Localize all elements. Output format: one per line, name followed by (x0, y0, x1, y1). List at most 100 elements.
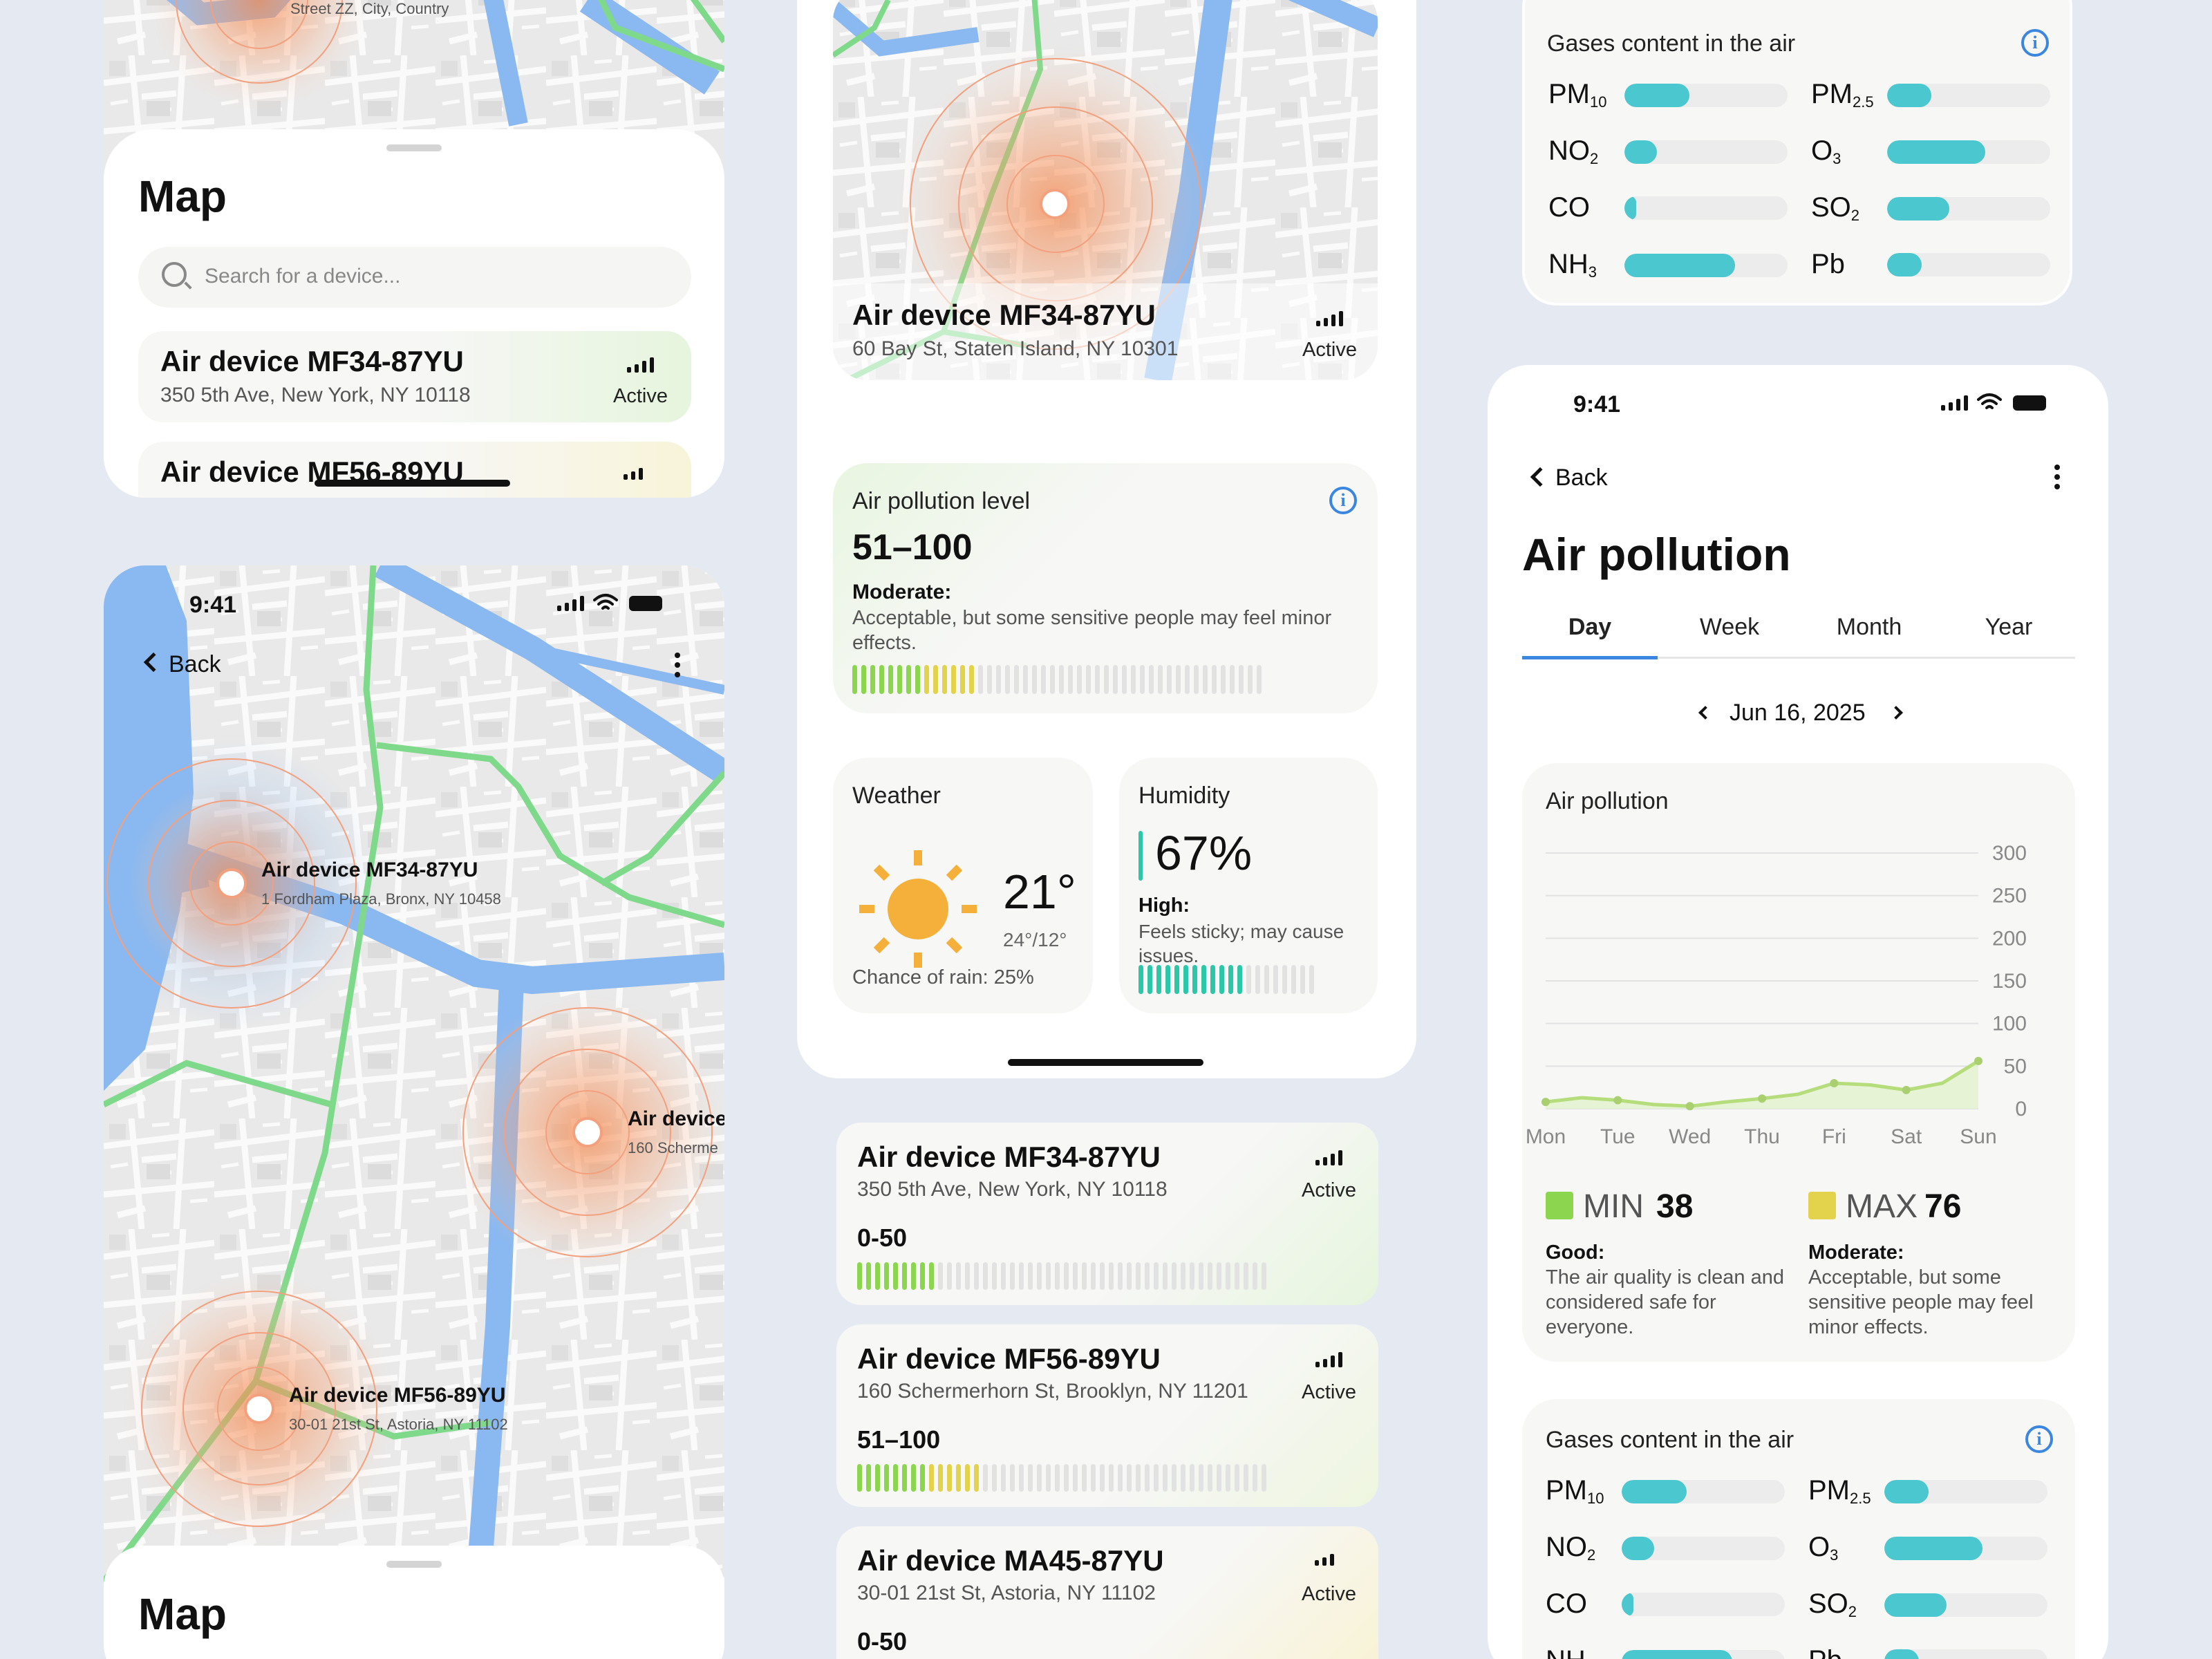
tab-week[interactable]: Week (1699, 614, 1760, 640)
info-icon[interactable]: i (2021, 29, 2049, 57)
pollution-description: Acceptable, but some sensitive people ma… (852, 607, 1332, 654)
humidity-value: 67% (1155, 826, 1253, 880)
meter-segment (1219, 965, 1224, 994)
meter-segment (1217, 1464, 1221, 1492)
gas-label: O3 (1811, 135, 1841, 167)
info-icon[interactable]: i (1329, 487, 1357, 514)
meter-segment (1109, 1262, 1114, 1290)
min-value: 38 (1656, 1188, 1694, 1225)
gas-level-track (1622, 1592, 1785, 1616)
info-icon[interactable]: i (2025, 1425, 2053, 1453)
weather-card[interactable]: Weather 21° 24°/12° Chance of rain: 25% (833, 758, 1093, 1013)
next-date-icon[interactable] (1889, 706, 1903, 720)
data-point (1902, 1085, 1911, 1094)
meter-segment (929, 1262, 934, 1290)
data-point (1974, 1056, 1983, 1065)
pollution-meter (857, 1464, 1266, 1492)
meter-segment (1190, 1262, 1194, 1290)
device-card[interactable]: Air device MA45-87YU 30-01 21st St, Asto… (836, 1526, 1378, 1659)
meter-segment (1239, 665, 1244, 694)
meter-segment (969, 665, 974, 694)
gas-row: CO (1546, 1588, 1785, 1620)
device-card[interactable]: Air device MF56-89YU 160 Schermerhorn St… (836, 1324, 1378, 1507)
meter-segment (1203, 665, 1208, 694)
map-background[interactable] (833, 0, 1378, 380)
meter-segment (1208, 1464, 1212, 1492)
prev-date-icon[interactable] (1698, 706, 1712, 720)
data-point (1758, 1094, 1766, 1103)
gas-label: SO2 (1808, 1588, 1857, 1620)
meter-segment (1235, 1262, 1239, 1290)
chart-card: Air pollution 300 250 200 150 100 50 0 Mon Tue We… (1522, 763, 2075, 1362)
device-card[interactable]: Air device MF56-89YU (138, 442, 691, 498)
map-pin[interactable] (1040, 189, 1070, 219)
humidity-card[interactable]: Humidity 67% High: Feels sticky; may cau… (1119, 758, 1378, 1013)
status-time: 9:41 (189, 592, 237, 618)
sheet-handle[interactable] (386, 144, 442, 151)
device-name: Air device MF34-87YU (857, 1141, 1161, 1173)
signal-icon (627, 357, 654, 373)
meter-segment (1127, 1262, 1132, 1290)
gas-row: SO2 (1808, 1588, 2047, 1621)
gases-card[interactable]: Gases content in the air i PM10 PM2.5 NO2 O… (1522, 1399, 2075, 1659)
meter-segment (992, 1262, 997, 1290)
meter-segment (1208, 1262, 1212, 1290)
meter-segment (924, 665, 929, 694)
meter-segment (920, 1262, 925, 1290)
meter-segment (1248, 665, 1253, 694)
gases-card[interactable]: Gases content in the air i PM10 PM2.5 NO2 O… (1522, 0, 2072, 306)
pollution-meter (857, 1262, 1266, 1290)
meter-segment (902, 1464, 907, 1492)
tab-year[interactable]: Year (1985, 614, 2033, 640)
gas-label: NH3 (1546, 1645, 1622, 1659)
back-button[interactable]: Back (169, 651, 221, 677)
gas-label: SO2 (1811, 192, 1860, 224)
gas-label: PM10 (1548, 79, 1607, 111)
meter-segment (1163, 1464, 1168, 1492)
gas-level-track (1887, 83, 2050, 107)
signal-icon (624, 468, 643, 480)
device-card[interactable]: Air device MF34-87YU 350 5th Ave, New Yo… (138, 331, 691, 422)
device-status: Active (1302, 1583, 1356, 1605)
meter-segment (1073, 1464, 1078, 1492)
data-point (1613, 1096, 1622, 1105)
map-pin[interactable] (216, 868, 247, 899)
gas-row: Pb (1808, 1645, 2047, 1659)
meter-segment (1154, 1464, 1159, 1492)
meter-segment (1237, 965, 1242, 994)
signal-icon (1315, 1554, 1334, 1566)
meter-segment (1100, 1262, 1105, 1290)
more-icon[interactable] (2054, 465, 2060, 489)
meter-segment (1095, 665, 1100, 694)
meter-segment (1183, 965, 1188, 994)
back-chevron-icon[interactable] (1530, 467, 1550, 487)
more-icon[interactable] (675, 653, 680, 677)
map-background[interactable] (104, 565, 724, 1602)
device-card[interactable]: Air device MF34-87YU 350 5th Ave, New Yo… (836, 1123, 1378, 1305)
device-name: Air device MF34-87YU (852, 299, 1156, 331)
meter-segment (929, 1464, 934, 1492)
gas-label: NH3 (1548, 249, 1597, 281)
map-pin[interactable] (244, 1394, 274, 1424)
meter-segment (1001, 1464, 1006, 1492)
search-input[interactable]: Search for a device... (138, 247, 691, 308)
meter-segment (933, 665, 938, 694)
y-tick-label: 200 (1992, 927, 2027, 950)
chart-title: Air pollution (1546, 788, 1669, 814)
meter-segment (1163, 1262, 1168, 1290)
gas-level-fill (1622, 1536, 1655, 1560)
air-pollution-chart[interactable]: 300 250 200 150 100 50 0 Mon Tue Wed Thu Fri Sat Sun (1522, 832, 2075, 1150)
tab-day[interactable]: Day (1568, 614, 1612, 640)
device-status: Active (1302, 1381, 1356, 1403)
meter-segment (1257, 665, 1262, 694)
meter-segment (1194, 665, 1199, 694)
gas-label: Pb (1811, 249, 1845, 279)
meter-segment (983, 1262, 988, 1290)
device-map-card[interactable]: Air device MF34-87YU 60 Bay St, Staten I… (833, 0, 1378, 380)
map-pin[interactable] (572, 1117, 603, 1147)
back-button[interactable]: Back (1555, 465, 1608, 491)
pollution-level-card[interactable]: Air pollution level i 51–100 Moderate: A… (833, 463, 1378, 713)
meter-segment (938, 1464, 943, 1492)
sheet-handle[interactable] (386, 1561, 442, 1568)
tab-month[interactable]: Month (1836, 614, 1902, 640)
